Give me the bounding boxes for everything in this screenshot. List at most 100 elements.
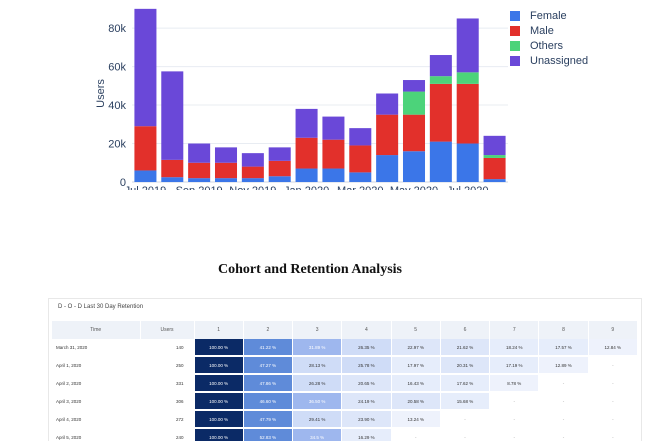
- bar-others-12: [456, 72, 479, 84]
- bar-female-8: [349, 172, 372, 182]
- retention-cell: 16.43 %: [391, 374, 441, 393]
- column-header[interactable]: 2: [243, 321, 294, 339]
- bar-male-7: [322, 139, 345, 169]
- x-tick-label: Jul 2019: [125, 185, 167, 190]
- bar-female-7: [322, 168, 345, 182]
- row-users: 272: [140, 410, 195, 429]
- bar-unassigned-9: [376, 93, 399, 115]
- bar-male-4: [241, 166, 264, 179]
- table-row[interactable]: April 5, 2020 240 100.00 % 52.83 % 34.5 % 16.…: [52, 428, 639, 441]
- retention-cell: -: [440, 410, 491, 429]
- row-date: April 4, 2020: [52, 410, 141, 429]
- retention-cell: 20.31 %: [440, 356, 491, 375]
- bar-male-9: [376, 114, 399, 156]
- retention-cell: 36.50 %: [292, 392, 343, 411]
- bar-unassigned-10: [402, 80, 426, 92]
- bar-male-12: [456, 83, 479, 144]
- bar-male-13: [483, 157, 506, 180]
- bar-unassigned-11: [429, 55, 452, 77]
- column-header[interactable]: 4: [341, 321, 392, 339]
- retention-cell: -: [588, 374, 639, 393]
- column-header[interactable]: Time: [52, 321, 141, 339]
- retention-cell: -: [588, 428, 639, 441]
- bar-male-6: [295, 137, 318, 169]
- retention-cell: -: [489, 392, 540, 411]
- retention-cell: 100.00 %: [194, 356, 244, 375]
- column-header[interactable]: 5: [391, 321, 441, 339]
- x-tick-label: Jan 2020: [284, 185, 329, 190]
- x-tick-label: Jul 2020: [447, 185, 489, 190]
- retention-cell: 17.97 %: [391, 356, 441, 375]
- retention-cell: 100.00 %: [194, 410, 244, 429]
- retention-cell: 26.28 %: [292, 374, 343, 393]
- row-date: April 1, 2020: [52, 356, 141, 375]
- row-date: April 3, 2020: [52, 392, 141, 411]
- users-stacked-bar-chart: 0 20k 40k 60k 80k Users Jul 2019 Sep 2019 Nov 20…: [95, 8, 508, 190]
- bar-female-13: [483, 179, 506, 182]
- column-header[interactable]: 9: [588, 321, 639, 339]
- column-header[interactable]: 8: [538, 321, 589, 339]
- retention-cell: 23.90 %: [341, 410, 392, 429]
- retention-cell: 18.24 %: [489, 339, 540, 357]
- legend-label-unassigned: Unassigned: [530, 54, 589, 67]
- bar-female-1: [161, 177, 184, 182]
- retention-cell: 46.60 %: [243, 392, 294, 411]
- retention-cell: 31.89 %: [292, 339, 343, 357]
- bar-male-0: [134, 126, 157, 171]
- legend-label-female: Female: [530, 9, 567, 22]
- retention-cell: 100.00 %: [194, 339, 244, 357]
- row-users: 140: [140, 339, 195, 357]
- legend-item-unassigned[interactable]: Unassigned: [510, 53, 588, 68]
- column-header[interactable]: 7: [489, 321, 540, 339]
- bar-others-10: [402, 91, 426, 115]
- retention-cell: -: [391, 428, 441, 441]
- bar-unassigned-2: [188, 143, 211, 163]
- bar-female-6: [295, 168, 318, 182]
- table-row[interactable]: March 31, 2020 140 100.00 % 41.22 % 31.89 % 2…: [52, 339, 639, 357]
- legend-item-others[interactable]: Others: [510, 38, 588, 53]
- column-header[interactable]: 3: [292, 321, 343, 339]
- table-row[interactable]: April 1, 2020 250 100.00 % 47.27 % 28.13 % 25…: [52, 356, 639, 375]
- retention-cell: -: [440, 428, 491, 441]
- retention-cell: 22.97 %: [391, 339, 441, 357]
- bar-male-2: [188, 162, 211, 179]
- bar-unassigned-4: [241, 153, 264, 167]
- legend-swatch-male: [510, 25, 520, 36]
- retention-cell: -: [588, 410, 639, 429]
- legend-label-others: Others: [530, 39, 564, 52]
- x-tick-label: Nov 2019: [229, 185, 276, 190]
- retention-header-row: Time Users 1 2 3 4 5 6 7 8 9: [52, 321, 639, 339]
- retention-cell: 24.19 %: [341, 392, 392, 411]
- retention-cell: 17.19 %: [489, 356, 540, 375]
- retention-cell: 28.13 %: [292, 356, 343, 375]
- bar-female-4: [241, 178, 264, 182]
- table-row[interactable]: April 2, 2020 331 100.00 % 47.86 % 26.28 % 20…: [52, 374, 639, 393]
- bar-unassigned-5: [268, 147, 291, 161]
- retention-cell: 20.65 %: [341, 374, 392, 393]
- column-header[interactable]: 6: [440, 321, 491, 339]
- retention-cell: 52.83 %: [243, 428, 294, 441]
- table-row[interactable]: April 3, 2020 306 100.00 % 46.60 % 36.50 % 24…: [52, 392, 639, 411]
- retention-cell: -: [489, 428, 540, 441]
- bar-unassigned-0: [134, 8, 157, 127]
- bar-female-11: [429, 141, 452, 182]
- column-header[interactable]: 1: [194, 321, 244, 339]
- retention-cell: 21.62 %: [440, 339, 491, 357]
- legend-swatch-female: [510, 10, 520, 21]
- chart-legend: Female Male Others Unassigned: [510, 8, 588, 68]
- bar-male-1: [161, 159, 184, 178]
- legend-item-male[interactable]: Male: [510, 23, 588, 38]
- column-header[interactable]: Users: [140, 321, 195, 339]
- retention-cell: 17.62 %: [440, 374, 491, 393]
- y-tick-label: 60k: [108, 62, 126, 74]
- retention-cell: 12.89 %: [538, 356, 589, 375]
- bar-unassigned-1: [161, 71, 184, 160]
- legend-item-female[interactable]: Female: [510, 8, 588, 23]
- y-tick-label: 20k: [108, 139, 126, 151]
- bar-male-10: [402, 114, 426, 152]
- retention-cell: 17.57 %: [538, 339, 589, 357]
- table-row[interactable]: April 4, 2020 272 100.00 % 47.79 % 29.41 % 23…: [52, 410, 639, 429]
- bar-unassigned-12: [456, 18, 479, 73]
- x-tick-label: Sep 2019: [176, 185, 223, 190]
- bar-female-3: [214, 178, 238, 182]
